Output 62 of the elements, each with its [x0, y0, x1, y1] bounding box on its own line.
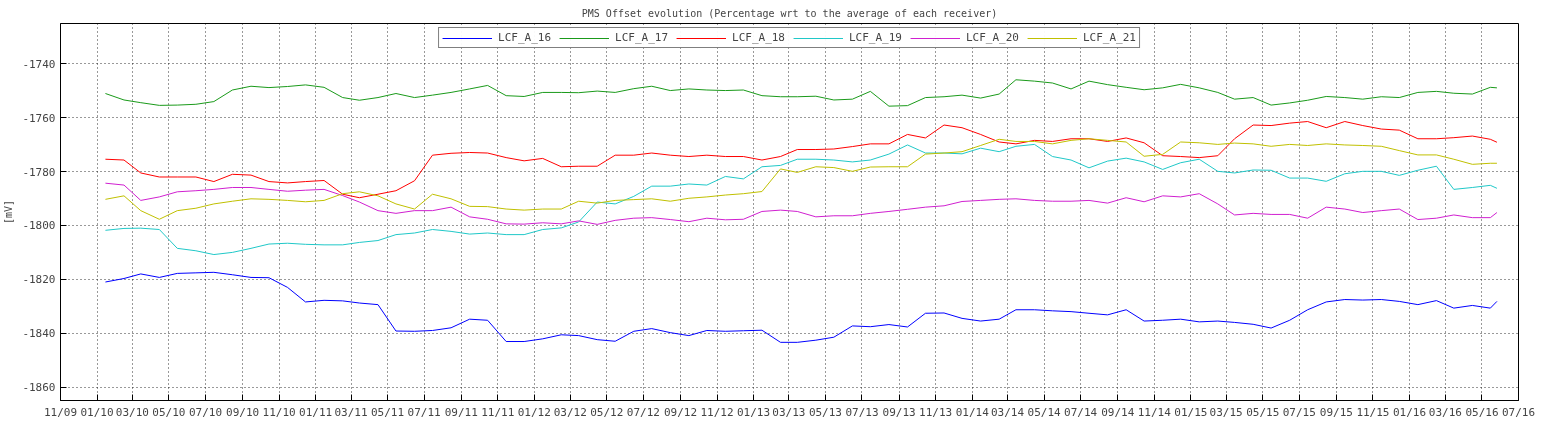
- x-tick-label: 09/12: [663, 405, 698, 419]
- x-tick-label: 05/12: [590, 405, 624, 419]
- legend-label: LCF_A_21: [1082, 31, 1136, 44]
- y-tick-label: -1760: [22, 111, 56, 125]
- x-tick-label: 11/13: [919, 405, 953, 419]
- x-tick-label: 01/10: [80, 405, 114, 419]
- x-tick-label: 07/11: [407, 405, 441, 419]
- line-series: [104, 138, 1498, 220]
- x-tick-label: 01/11: [299, 405, 333, 419]
- line-series: [104, 182, 1498, 225]
- x-tick-label: 11/12: [700, 405, 734, 419]
- y-tick-label: -1780: [22, 165, 56, 179]
- x-tick-label: 07/12: [626, 405, 660, 419]
- x-tick-label: 01/16: [1392, 405, 1427, 419]
- x-tick-label: 05/15: [1246, 405, 1280, 419]
- x-tick-label: 07/15: [1282, 405, 1316, 419]
- x-tick-label: 09/10: [226, 405, 260, 419]
- y-tick-label: -1840: [22, 327, 56, 341]
- y-tick-label: -1860: [22, 381, 56, 395]
- x-tick-label: 05/13: [808, 405, 843, 419]
- x-tick-label: 05/11: [371, 405, 405, 419]
- x-tick-label: 01/15: [1174, 405, 1208, 419]
- x-tick-label: 01/12: [517, 405, 551, 419]
- x-tick-label: 07/13: [845, 405, 879, 419]
- y-tick-label: -1820: [22, 273, 56, 287]
- legend-label: LCF_A_19: [849, 31, 902, 44]
- x-tick-label: 11/15: [1356, 405, 1390, 419]
- x-tick-label: 03/11: [334, 405, 368, 419]
- line-series: [104, 271, 1498, 343]
- legend-label: LCF_A_20: [965, 31, 1019, 44]
- x-tick-label: 05/16: [1465, 405, 1499, 419]
- x-tick-label: 09/11: [444, 405, 478, 419]
- x-tick-label: 03/15: [1209, 405, 1243, 419]
- x-tick-label: 11/10: [262, 405, 296, 419]
- chart-title: PMS Offset evolution (Percentage wrt to the average of each receiver): [581, 7, 998, 19]
- x-tick-label: 03/12: [553, 405, 587, 419]
- x-tick-label: 05/14: [1027, 405, 1062, 419]
- line-series: [104, 121, 1498, 199]
- legend-label: LCF_A_16: [498, 31, 552, 44]
- x-tick-label: 03/16: [1428, 405, 1462, 419]
- x-tick-label: 11/11: [481, 405, 515, 419]
- x-tick-label: 07/14: [1064, 405, 1098, 419]
- x-tick-label: 07/16: [1501, 405, 1536, 419]
- x-tick-label: 01/13: [737, 405, 771, 419]
- x-tick-label: 03/14: [990, 405, 1025, 419]
- x-tick-label: 05/10: [152, 405, 186, 419]
- legend-label: LCF_A_18: [732, 31, 785, 44]
- y-axis-title: [mV]: [3, 199, 15, 225]
- x-tick-label: 09/15: [1319, 405, 1353, 419]
- x-tick-label: 07/10: [188, 405, 223, 419]
- line-series: [104, 143, 1498, 256]
- x-tick-label: 11/09: [43, 405, 78, 419]
- y-tick-label: -1800: [22, 219, 56, 233]
- x-tick-label: 11/14: [1137, 405, 1172, 419]
- legend-label: LCF_A_17: [615, 31, 669, 44]
- x-tick-label: 09/14: [1101, 405, 1135, 419]
- x-tick-label: 03/13: [772, 405, 806, 419]
- y-tick-label: -1740: [22, 57, 56, 71]
- x-tick-label: 09/13: [882, 405, 916, 419]
- x-tick-label: 03/10: [115, 405, 149, 419]
- x-tick-label: 01/14: [955, 405, 990, 419]
- line-series: [104, 79, 1498, 107]
